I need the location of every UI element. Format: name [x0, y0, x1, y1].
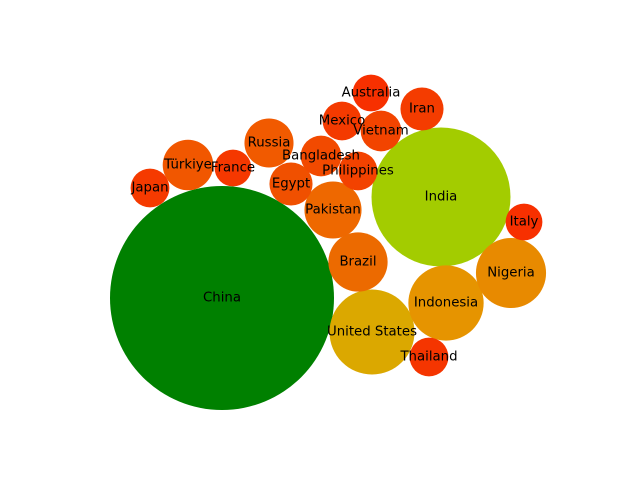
bubble-egypt [269, 162, 313, 206]
bubble-label-philippines: Philippines [322, 164, 394, 179]
bubble-nigeria [475, 237, 547, 309]
bubble-bangladesh [300, 135, 342, 177]
bubble-label-brazil: Brazil [339, 255, 376, 270]
bubble-label-vietnam: Vietnam [353, 124, 408, 139]
bubble-label-iran: Iran [409, 102, 435, 117]
bubble-australia [352, 74, 390, 112]
bubble-pakistan [304, 181, 362, 239]
bubbles-layer [110, 74, 547, 410]
bubble-label-indonesia: Indonesia [414, 296, 478, 311]
bubble-label-japan: Japan [130, 181, 168, 196]
bubble-indonesia [408, 265, 484, 341]
bubble-brazil [328, 232, 388, 292]
bubble-label-china: China [203, 291, 241, 306]
bubble-label-mexico: Mexico [319, 114, 365, 129]
bubble-italy [505, 203, 543, 241]
labels-layer: China India United States Indonesia Nigeria B… [130, 86, 538, 365]
bubble-thailand [409, 337, 449, 377]
bubble-vietnam [360, 110, 402, 152]
bubble-mexico [322, 101, 362, 141]
bubble-label-egypt: Egypt [272, 177, 310, 192]
bubble-label-france: France [211, 161, 255, 176]
bubble-china [110, 186, 334, 410]
bubble-label-russia: Russia [248, 136, 291, 151]
bubble-japan [130, 168, 170, 208]
bubble-label-united-states: United States [327, 325, 417, 340]
bubble-turkiye [162, 139, 214, 191]
bubble-russia [244, 118, 294, 168]
bubble-united-states [329, 289, 415, 375]
bubble-label-italy: Italy [510, 215, 539, 230]
bubble-label-nigeria: Nigeria [487, 266, 535, 281]
bubble-philippines [338, 151, 378, 191]
bubble-france [214, 149, 252, 187]
bubble-label-turkiye: Türkiye [163, 158, 212, 173]
bubble-label-india: India [425, 190, 458, 205]
bubble-label-bangladesh: Bangladesh [282, 149, 360, 164]
bubble-india [371, 127, 511, 267]
bubble-label-australia: Australia [342, 86, 401, 101]
bubble-label-pakistan: Pakistan [305, 203, 361, 218]
bubble-iran [400, 87, 444, 131]
bubble-label-thailand: Thailand [399, 350, 457, 365]
